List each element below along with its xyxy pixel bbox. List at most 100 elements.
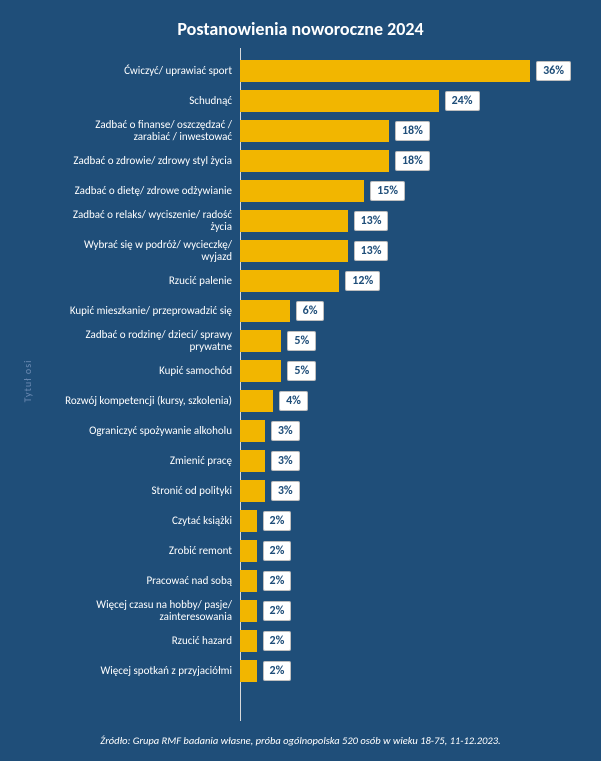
bar-row: Zadbać o relaks/ wyciszenie/ radość życi… <box>60 208 571 234</box>
bar-label: Pracować nad sobą <box>60 575 240 587</box>
bar-label: Ograniczyć spożywanie alkoholu <box>60 425 240 437</box>
bar-label: Zadbać o finanse/ oszczędzać / zarabiać … <box>60 119 240 143</box>
chart-area: Ćwiczyć/ uprawiać sport36%Schudnąć24%Zad… <box>60 50 571 684</box>
bar-row: Zadbać o dietę/ zdrowe odżywianie 15% <box>60 178 571 204</box>
bar-label: Schudnąć <box>60 95 240 107</box>
bar <box>240 600 257 622</box>
bar-label: Kupić samochód <box>60 365 240 377</box>
bar-label: Zadbać o zdrowie/ zdrowy styl życia <box>60 155 240 167</box>
bar-track: 2% <box>240 539 571 563</box>
bar-track: 12% <box>240 269 571 293</box>
bar <box>240 420 265 442</box>
bar-label: Zadbać o relaks/ wyciszenie/ radość życi… <box>60 209 240 233</box>
bar-row: Kupić samochód 5% <box>60 358 571 384</box>
bar <box>240 270 339 292</box>
bar-label: Zmienić pracę <box>60 455 240 467</box>
bar-track: 3% <box>240 479 571 503</box>
bar-label: Kupić mieszkanie/ przeprowadzić się <box>60 305 240 317</box>
bar-row: Zadbać o rodzinę/ dzieci/ sprawy prywatn… <box>60 328 571 354</box>
bar-label: Zadbać o rodzinę/ dzieci/ sprawy prywatn… <box>60 329 240 353</box>
bar-label: Stronić od polityki <box>60 485 240 497</box>
bar-label: Rozwój kompetencji (kursy, szkolenia) <box>60 395 240 407</box>
value-label: 3% <box>271 481 300 501</box>
value-label: 5% <box>287 361 316 381</box>
bar-row: Stronić od polityki 3% <box>60 478 571 504</box>
value-label: 2% <box>263 571 292 591</box>
value-label: 18% <box>395 121 430 141</box>
bar-row: Ćwiczyć/ uprawiać sport36% <box>60 58 571 84</box>
bar-track: 2% <box>240 629 571 653</box>
value-label: 12% <box>345 271 380 291</box>
bar-row: Zmienić pracę 3% <box>60 448 571 474</box>
value-label: 5% <box>287 331 316 351</box>
bar-label: Więcej spotkań z przyjaciółmi <box>60 665 240 677</box>
bar-row: Wybrać się w podróż/ wycieczkę/ wyjazd13… <box>60 238 571 264</box>
bar <box>240 90 439 112</box>
chart-title: Postanowienia noworoczne 2024 <box>0 0 601 50</box>
bar-track: 5% <box>240 359 571 383</box>
bar <box>240 540 257 562</box>
bar-label: Czytać książki <box>60 515 240 527</box>
value-label: 2% <box>263 661 292 681</box>
bar-label: Zrobić remont <box>60 545 240 557</box>
bar <box>240 480 265 502</box>
bar <box>240 210 348 232</box>
bar-track: 3% <box>240 449 571 473</box>
bar <box>240 60 530 82</box>
value-label: 15% <box>370 181 405 201</box>
bar-track: 13% <box>240 209 571 233</box>
bar-row: Rzucić palenie 12% <box>60 268 571 294</box>
bar-track: 6% <box>240 299 571 323</box>
value-label: 18% <box>395 151 430 171</box>
bar-row: Rzucić hazard 2% <box>60 628 571 654</box>
bar <box>240 390 273 412</box>
bar-track: 18% <box>240 119 571 143</box>
value-label: 2% <box>263 631 292 651</box>
bar-track: 2% <box>240 569 571 593</box>
bar <box>240 330 281 352</box>
bar <box>240 630 257 652</box>
bar <box>240 360 281 382</box>
value-label: 2% <box>263 601 292 621</box>
bar-track: 4% <box>240 389 571 413</box>
bar <box>240 180 364 202</box>
bar-row: Więcej czasu na hobby/ pasje/ zaintereso… <box>60 598 571 624</box>
y-axis-label: Tytuł osi <box>21 359 34 402</box>
bar-row: Ograniczyć spożywanie alkoholu 3% <box>60 418 571 444</box>
bar <box>240 240 348 262</box>
bar-row: Zadbać o zdrowie/ zdrowy styl życia 18% <box>60 148 571 174</box>
bar <box>240 450 265 472</box>
bar <box>240 510 257 532</box>
bar-track: 13% <box>240 239 571 263</box>
bar-row: Zrobić remont2% <box>60 538 571 564</box>
bar-track: 2% <box>240 659 571 683</box>
bar-label: Rzucić palenie <box>60 275 240 287</box>
value-label: 3% <box>271 421 300 441</box>
bar-label: Ćwiczyć/ uprawiać sport <box>60 65 240 77</box>
value-label: 24% <box>445 91 480 111</box>
bar-row: Więcej spotkań z przyjaciółmi 2% <box>60 658 571 684</box>
bar-track: 24% <box>240 89 571 113</box>
bar <box>240 570 257 592</box>
bar-track: 2% <box>240 599 571 623</box>
bar-row: Rozwój kompetencji (kursy, szkolenia)4% <box>60 388 571 414</box>
source-note: Źródło: Grupa RMF badania własne, próba … <box>0 734 601 747</box>
bar-label: Wybrać się w podróż/ wycieczkę/ wyjazd <box>60 239 240 263</box>
value-label: 13% <box>354 211 389 231</box>
bar-track: 18% <box>240 149 571 173</box>
bar-label: Zadbać o dietę/ zdrowe odżywianie <box>60 185 240 197</box>
bar-track: 2% <box>240 509 571 533</box>
bar-track: 36% <box>240 59 571 83</box>
bar-track: 3% <box>240 419 571 443</box>
value-label: 2% <box>263 511 292 531</box>
bar-row: Zadbać o finanse/ oszczędzać / zarabiać … <box>60 118 571 144</box>
bar-label: Rzucić hazard <box>60 635 240 647</box>
value-label: 3% <box>271 451 300 471</box>
bar-row: Schudnąć 24% <box>60 88 571 114</box>
bar-label: Więcej czasu na hobby/ pasje/ zaintereso… <box>60 599 240 623</box>
bar-row: Kupić mieszkanie/ przeprowadzić się6% <box>60 298 571 324</box>
bar-track: 15% <box>240 179 571 203</box>
bar <box>240 120 389 142</box>
bar-row: Pracować nad sobą 2% <box>60 568 571 594</box>
bar-track: 5% <box>240 329 571 353</box>
